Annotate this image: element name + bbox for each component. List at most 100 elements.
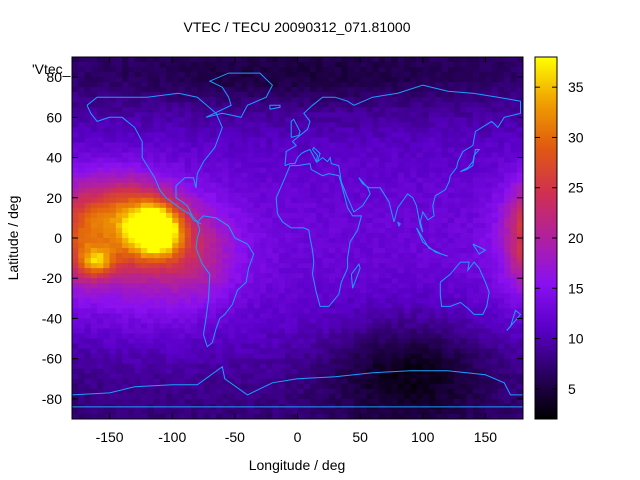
- heatmap-cell: [234, 107, 242, 113]
- heatmap-cell: [504, 323, 512, 330]
- heatmap-cell: [385, 57, 393, 63]
- heatmap-cell: [78, 152, 86, 159]
- heatmap-cell: [372, 77, 380, 83]
- heatmap-cell: [253, 97, 261, 103]
- heatmap-cell: [72, 142, 79, 149]
- heatmap-cell: [472, 172, 480, 179]
- heatmap-cell: [472, 207, 480, 214]
- heatmap-cell: [109, 207, 117, 214]
- heatmap-cell: [72, 323, 79, 330]
- heatmap-cell: [228, 373, 236, 380]
- heatmap-cell: [84, 82, 92, 88]
- heatmap-cell: [510, 192, 518, 199]
- heatmap-cell: [222, 343, 230, 350]
- heatmap-cell: [103, 268, 111, 274]
- heatmap-cell: [435, 217, 443, 224]
- heatmap-cell: [291, 77, 299, 83]
- heatmap-cell: [385, 308, 393, 315]
- heatmap-cell: [504, 212, 512, 219]
- heatmap-cell: [153, 202, 161, 209]
- heatmap-cell: [90, 313, 98, 320]
- heatmap-cell: [78, 278, 86, 284]
- heatmap-cell: [97, 283, 104, 289]
- heatmap-cell: [122, 92, 129, 98]
- heatmap-cell: [341, 328, 349, 335]
- heatmap-cell: [216, 87, 223, 93]
- heatmap-cell: [454, 268, 461, 274]
- heatmap-cell: [447, 263, 455, 269]
- heatmap-cell: [322, 263, 330, 269]
- heatmap-cell: [159, 258, 167, 264]
- heatmap-cell: [366, 222, 374, 229]
- heatmap-cell: [429, 273, 436, 279]
- heatmap-cell: [109, 253, 117, 259]
- heatmap-cell: [266, 62, 274, 68]
- heatmap-cell: [90, 273, 98, 279]
- heatmap-cell: [410, 102, 418, 108]
- heatmap-cell: [209, 248, 217, 254]
- heatmap-cell: [447, 283, 455, 289]
- heatmap-cell: [447, 253, 455, 259]
- heatmap-cell: [410, 338, 418, 345]
- heatmap-cell: [122, 288, 129, 294]
- heatmap-cell: [278, 358, 286, 365]
- heatmap-cell: [209, 127, 217, 134]
- heatmap-cell: [297, 92, 305, 98]
- heatmap-cell: [153, 157, 161, 164]
- heatmap-cell: [97, 243, 104, 249]
- heatmap-cell: [479, 393, 487, 400]
- heatmap-cell: [184, 72, 192, 78]
- heatmap-cell: [284, 132, 292, 139]
- heatmap-cell: [90, 187, 98, 194]
- heatmap-cell: [385, 373, 393, 380]
- heatmap-cell: [241, 318, 248, 325]
- heatmap-cell: [272, 162, 280, 169]
- heatmap-cell: [203, 278, 211, 284]
- heatmap-cell: [191, 383, 198, 390]
- heatmap-cell: [485, 348, 493, 355]
- heatmap-cell: [497, 172, 505, 179]
- heatmap-cell: [153, 162, 161, 169]
- heatmap-cell: [90, 383, 98, 390]
- heatmap-cell: [72, 182, 79, 189]
- heatmap-cell: [310, 172, 317, 179]
- heatmap-cell: [447, 227, 455, 234]
- heatmap-cell: [460, 227, 468, 234]
- heatmap-cell: [115, 248, 123, 254]
- heatmap-cell: [234, 363, 242, 370]
- heatmap-cell: [134, 177, 142, 184]
- heatmap-cell: [504, 57, 512, 63]
- heatmap-cell: [203, 378, 211, 385]
- heatmap-cell: [460, 172, 468, 179]
- heatmap-cell: [128, 67, 136, 73]
- heatmap-cell: [209, 348, 217, 355]
- heatmap-cell: [184, 393, 192, 400]
- heatmap-cell: [115, 328, 123, 335]
- heatmap-cell: [429, 333, 436, 340]
- heatmap-cell: [266, 167, 274, 174]
- heatmap-cell: [266, 117, 274, 123]
- heatmap-cell: [472, 368, 480, 375]
- heatmap-cell: [485, 102, 493, 108]
- heatmap-cell: [516, 167, 523, 174]
- heatmap-cell: [272, 268, 280, 274]
- heatmap-cell: [222, 222, 230, 229]
- heatmap-cell: [209, 338, 217, 345]
- heatmap-cell: [360, 202, 367, 209]
- heatmap-cell: [134, 97, 142, 103]
- heatmap-cell: [90, 67, 98, 73]
- heatmap-cell: [241, 167, 248, 174]
- heatmap-cell: [303, 303, 311, 309]
- heatmap-cell: [397, 243, 405, 249]
- heatmap-cell: [109, 62, 117, 68]
- heatmap-cell: [84, 288, 92, 294]
- heatmap-cell: [266, 217, 274, 224]
- heatmap-cell: [222, 388, 230, 395]
- heatmap-cell: [310, 378, 317, 385]
- heatmap-cell: [228, 77, 236, 83]
- heatmap-cell: [341, 378, 349, 385]
- heatmap-cell: [491, 87, 499, 93]
- heatmap-cell: [115, 197, 123, 204]
- heatmap-cell: [184, 157, 192, 164]
- heatmap-cell: [479, 248, 487, 254]
